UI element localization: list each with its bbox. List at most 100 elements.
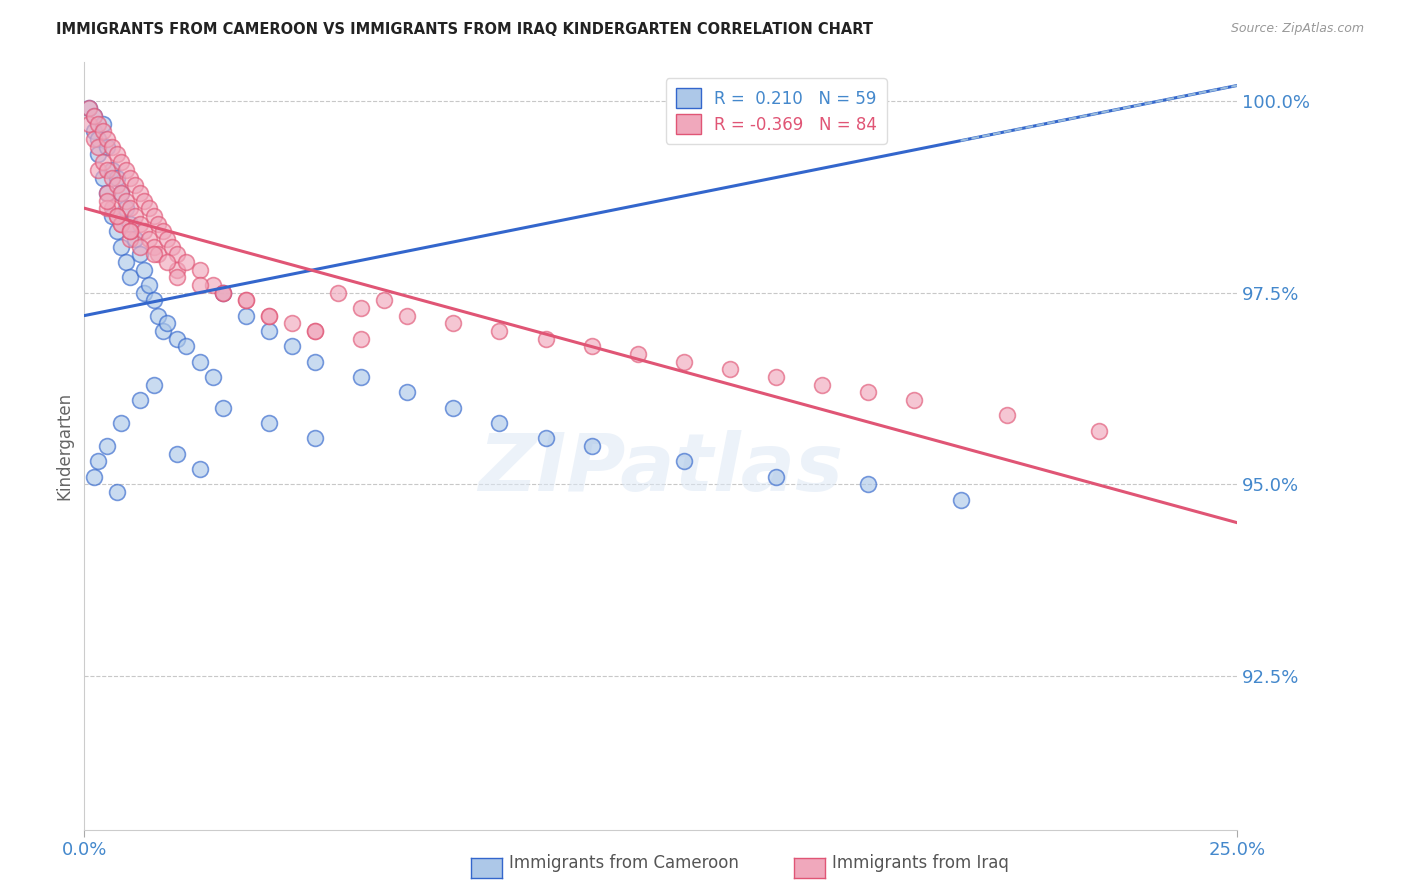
- Point: [120, 270, 142, 285]
- Point: [202, 277, 225, 292]
- Point: [87, 140, 110, 154]
- Point: [128, 392, 150, 407]
- Point: [138, 277, 160, 292]
- Point: [128, 239, 150, 253]
- Point: [304, 431, 326, 445]
- Point: [115, 255, 138, 269]
- Point: [534, 431, 557, 445]
- Point: [91, 124, 114, 138]
- Point: [101, 209, 124, 223]
- Point: [235, 293, 257, 308]
- Y-axis label: Kindergarten: Kindergarten: [55, 392, 73, 500]
- Point: [156, 316, 179, 330]
- Point: [304, 324, 326, 338]
- Point: [77, 102, 100, 116]
- Point: [120, 170, 142, 185]
- Point: [441, 401, 464, 415]
- Point: [134, 262, 156, 277]
- Point: [488, 416, 510, 430]
- Point: [142, 209, 165, 223]
- Point: [166, 447, 188, 461]
- Point: [257, 324, 280, 338]
- Point: [110, 155, 132, 169]
- Point: [110, 217, 132, 231]
- Point: [120, 224, 142, 238]
- Point: [188, 462, 211, 476]
- Point: [811, 377, 834, 392]
- Point: [105, 147, 128, 161]
- Point: [627, 347, 650, 361]
- Point: [350, 301, 373, 315]
- Point: [188, 354, 211, 368]
- Point: [105, 170, 128, 185]
- Point: [211, 285, 233, 300]
- Point: [166, 262, 188, 277]
- Text: IMMIGRANTS FROM CAMEROON VS IMMIGRANTS FROM IRAQ KINDERGARTEN CORRELATION CHART: IMMIGRANTS FROM CAMEROON VS IMMIGRANTS F…: [56, 22, 873, 37]
- Point: [995, 409, 1018, 423]
- Point: [142, 247, 165, 261]
- Point: [949, 492, 972, 507]
- Point: [138, 232, 160, 246]
- Text: Immigrants from Iraq: Immigrants from Iraq: [832, 855, 1010, 872]
- Point: [396, 385, 419, 400]
- Point: [110, 416, 132, 430]
- Text: Immigrants from Cameroon: Immigrants from Cameroon: [509, 855, 738, 872]
- Point: [765, 370, 787, 384]
- Point: [91, 117, 114, 131]
- Point: [534, 332, 557, 346]
- Point: [396, 309, 419, 323]
- Point: [304, 324, 326, 338]
- Point: [83, 109, 105, 123]
- Point: [96, 186, 118, 200]
- Point: [115, 162, 138, 177]
- Point: [672, 354, 695, 368]
- Point: [83, 469, 105, 483]
- Point: [101, 170, 124, 185]
- Point: [160, 239, 183, 253]
- Point: [174, 339, 197, 353]
- Point: [858, 385, 880, 400]
- Point: [124, 178, 146, 193]
- Point: [441, 316, 464, 330]
- Point: [77, 102, 100, 116]
- Point: [672, 454, 695, 468]
- Point: [281, 316, 304, 330]
- Point: [128, 217, 150, 231]
- Point: [115, 194, 138, 208]
- Point: [120, 232, 142, 246]
- Point: [1088, 424, 1111, 438]
- Text: Source: ZipAtlas.com: Source: ZipAtlas.com: [1230, 22, 1364, 36]
- Point: [138, 201, 160, 215]
- Point: [581, 439, 603, 453]
- Point: [105, 485, 128, 500]
- Point: [174, 255, 197, 269]
- Point: [96, 201, 118, 215]
- Point: [96, 186, 118, 200]
- Point: [105, 209, 128, 223]
- Point: [87, 454, 110, 468]
- Point: [96, 439, 118, 453]
- Point: [156, 232, 179, 246]
- Point: [134, 194, 156, 208]
- Point: [152, 324, 174, 338]
- Point: [858, 477, 880, 491]
- Point: [91, 155, 114, 169]
- Point: [166, 247, 188, 261]
- Point: [87, 147, 110, 161]
- Point: [105, 224, 128, 238]
- Point: [304, 354, 326, 368]
- Point: [120, 217, 142, 231]
- Point: [156, 255, 179, 269]
- Point: [211, 285, 233, 300]
- Point: [77, 117, 100, 131]
- Point: [146, 309, 169, 323]
- Point: [134, 224, 156, 238]
- Point: [101, 201, 124, 215]
- Point: [142, 377, 165, 392]
- Point: [134, 285, 156, 300]
- Point: [257, 309, 280, 323]
- Point: [281, 339, 304, 353]
- Point: [96, 140, 118, 154]
- Point: [235, 309, 257, 323]
- Point: [105, 209, 128, 223]
